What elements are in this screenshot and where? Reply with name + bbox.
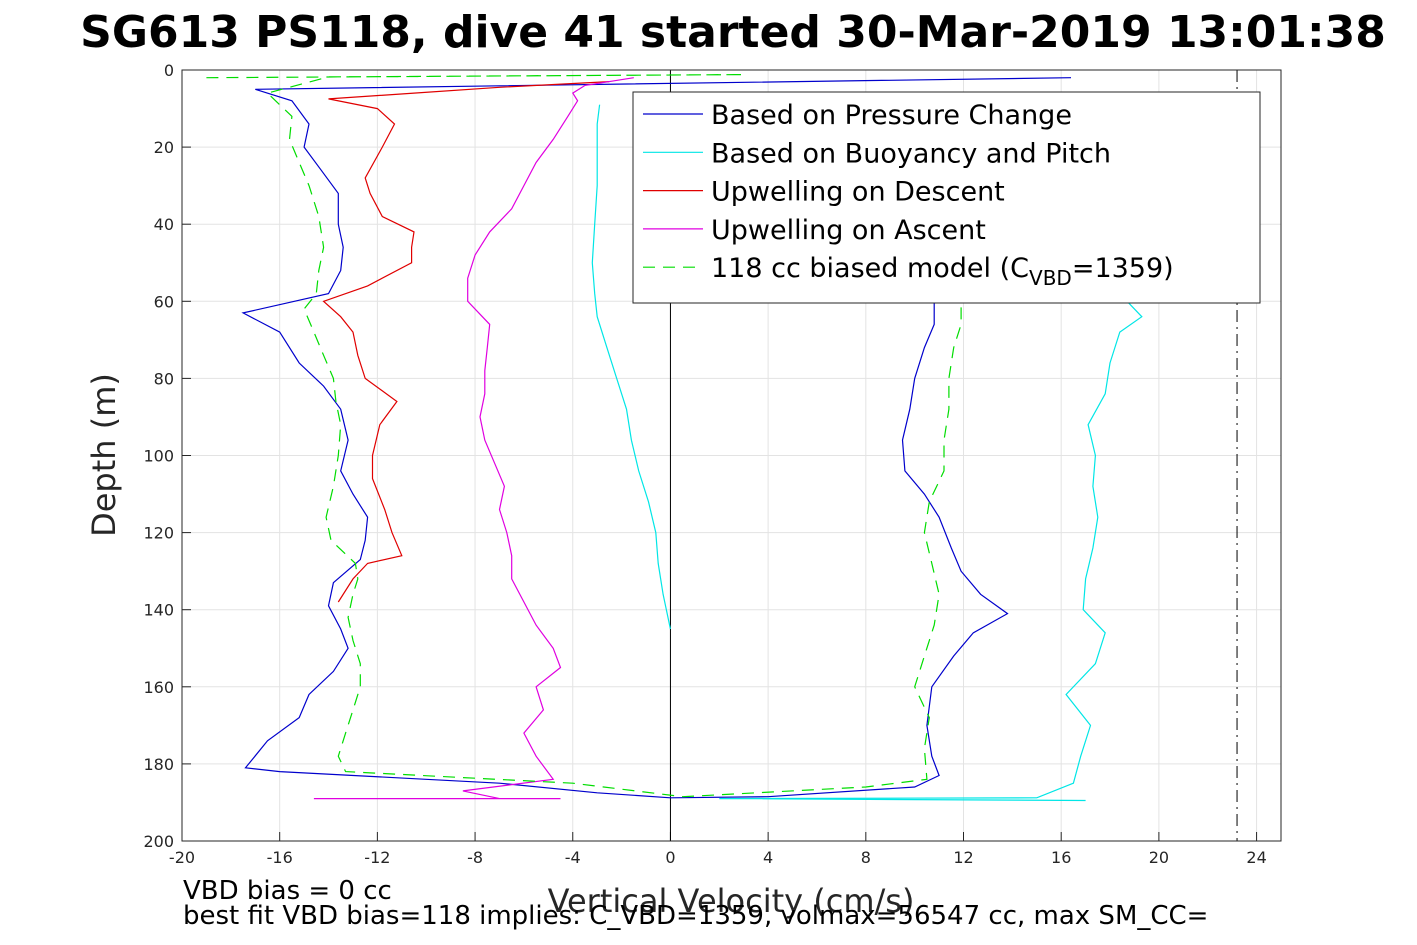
chart-title: SG613 PS118, dive 41 started 30-Mar-2019… bbox=[80, 7, 1386, 58]
y-tick-labels: 0 20 40 60 80 100 120 140 160 180 200 bbox=[143, 61, 174, 851]
legend-label: Upwelling on Ascent bbox=[711, 215, 986, 246]
series-line-based-on-buoyancy-and-pitch bbox=[719, 300, 1143, 802]
y-tick-label: 40 bbox=[154, 215, 174, 234]
y-tick-label: 160 bbox=[143, 678, 174, 697]
y-tick-label: 180 bbox=[143, 755, 174, 774]
series-line-118-cc-biased-model-cvbd-1359 bbox=[206, 74, 962, 798]
x-tick-label: 0 bbox=[665, 848, 675, 867]
x-tick-label: -20 bbox=[169, 848, 195, 867]
y-tick-label: 140 bbox=[143, 601, 174, 620]
x-axis-label: Vertical Velocity (cm/s) bbox=[548, 882, 915, 920]
y-tick-label: 80 bbox=[154, 369, 174, 388]
x-tick-label: 8 bbox=[861, 848, 871, 867]
y-tick-label: 20 bbox=[154, 138, 174, 157]
legend-label: Upwelling on Descent bbox=[711, 177, 1005, 208]
x-tick-label: -4 bbox=[565, 848, 581, 867]
x-tick-label: -12 bbox=[364, 848, 390, 867]
y-tick-label: 60 bbox=[154, 292, 174, 311]
y-tick-label: 100 bbox=[143, 447, 174, 466]
vbd-bias-note: VBD bias = 0 cc bbox=[183, 876, 392, 906]
best-fit-note: best fit VBD bias=118 implies: C_VBD=135… bbox=[183, 901, 1209, 931]
series-layer bbox=[206, 74, 1143, 802]
plot-frame bbox=[181, 69, 1282, 842]
series-line-upwelling-on-ascent bbox=[313, 77, 634, 800]
legend-label: Based on Buoyancy and Pitch bbox=[711, 138, 1111, 169]
legend-box bbox=[632, 91, 1261, 304]
x-tick-label: 4 bbox=[763, 848, 773, 867]
x-tick-label: 20 bbox=[1149, 848, 1169, 867]
y-tick-label: 0 bbox=[164, 61, 174, 80]
x-tick-label: 24 bbox=[1246, 848, 1266, 867]
legend: Based on Pressure Change Based on Buoyanc… bbox=[632, 91, 1261, 304]
x-tick-label: 16 bbox=[1051, 848, 1071, 867]
y-tick-label: 120 bbox=[143, 524, 174, 543]
legend-label: Based on Pressure Change bbox=[711, 100, 1072, 131]
x-tick-label: -8 bbox=[467, 848, 483, 867]
series-line-upwelling-on-descent bbox=[322, 81, 610, 603]
series-line-based-on-buoyancy-and-pitch bbox=[591, 104, 671, 630]
y-tick-label: 200 bbox=[143, 832, 174, 851]
x-tick-label: 12 bbox=[953, 848, 973, 867]
series-line-based-on-pressure-change bbox=[241, 77, 1072, 799]
x-tick-labels: -20 -16 -12 -8 -4 0 4 8 12 16 20 24 bbox=[169, 848, 1267, 867]
legend-label: 118 cc biased model (CVBD=1359) bbox=[711, 253, 1174, 290]
x-tick-label: -16 bbox=[267, 848, 293, 867]
y-axis-label: Depth (m) bbox=[85, 373, 123, 537]
